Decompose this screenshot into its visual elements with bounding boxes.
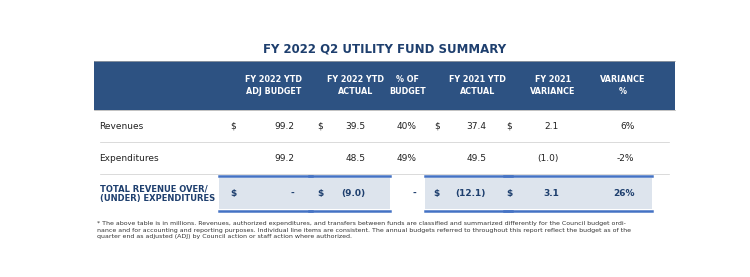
Text: $: $ [317,189,324,198]
Text: (9.0): (9.0) [342,189,366,198]
Text: FY 2021
VARIANCE: FY 2021 VARIANCE [530,75,576,96]
Text: Revenues: Revenues [100,122,144,130]
Text: * The above table is in millions. Revenues, authorized expenditures, and transfe: * The above table is in millions. Revenu… [97,221,631,239]
Text: $: $ [433,122,439,130]
Text: 39.5: 39.5 [346,122,366,130]
Text: 49%: 49% [396,153,416,163]
Text: 26%: 26% [613,189,634,198]
Text: TOTAL REVENUE OVER/
(UNDER) EXPENDITURES: TOTAL REVENUE OVER/ (UNDER) EXPENDITURES [100,184,214,203]
Text: (12.1): (12.1) [456,189,486,198]
Text: (1.0): (1.0) [537,153,559,163]
Text: $: $ [433,189,440,198]
Text: $: $ [230,189,236,198]
Bar [94,61,675,110]
Bar [425,178,512,209]
Bar [309,178,390,209]
Text: $: $ [506,122,512,130]
Text: -2%: -2% [616,153,634,163]
Text: -: - [290,189,294,198]
Text: 37.4: 37.4 [466,122,486,130]
Text: % OF
BUDGET: % OF BUDGET [389,75,426,96]
Text: 99.2: 99.2 [274,153,294,163]
Text: 49.5: 49.5 [466,153,486,163]
Text: FY 2022 YTD
ACTUAL: FY 2022 YTD ACTUAL [327,75,384,96]
Text: VARIANCE
%: VARIANCE % [600,75,645,96]
Text: 2.1: 2.1 [544,122,559,130]
Bar [503,178,652,209]
Text: $: $ [317,122,323,130]
Text: $: $ [506,189,513,198]
Text: FY 2022 YTD
ADJ BUDGET: FY 2022 YTD ADJ BUDGET [245,75,302,96]
Text: 6%: 6% [620,122,634,130]
Bar [219,178,312,209]
Text: $: $ [230,122,236,130]
Text: 99.2: 99.2 [274,122,294,130]
Text: 48.5: 48.5 [346,153,366,163]
Text: -: - [413,189,416,198]
Text: Expenditures: Expenditures [100,153,159,163]
Text: 3.1: 3.1 [543,189,559,198]
Text: FY 2021 YTD
ACTUAL: FY 2021 YTD ACTUAL [449,75,506,96]
Text: FY 2022 Q2 UTILITY FUND SUMMARY: FY 2022 Q2 UTILITY FUND SUMMARY [262,43,506,56]
Text: 40%: 40% [396,122,416,130]
